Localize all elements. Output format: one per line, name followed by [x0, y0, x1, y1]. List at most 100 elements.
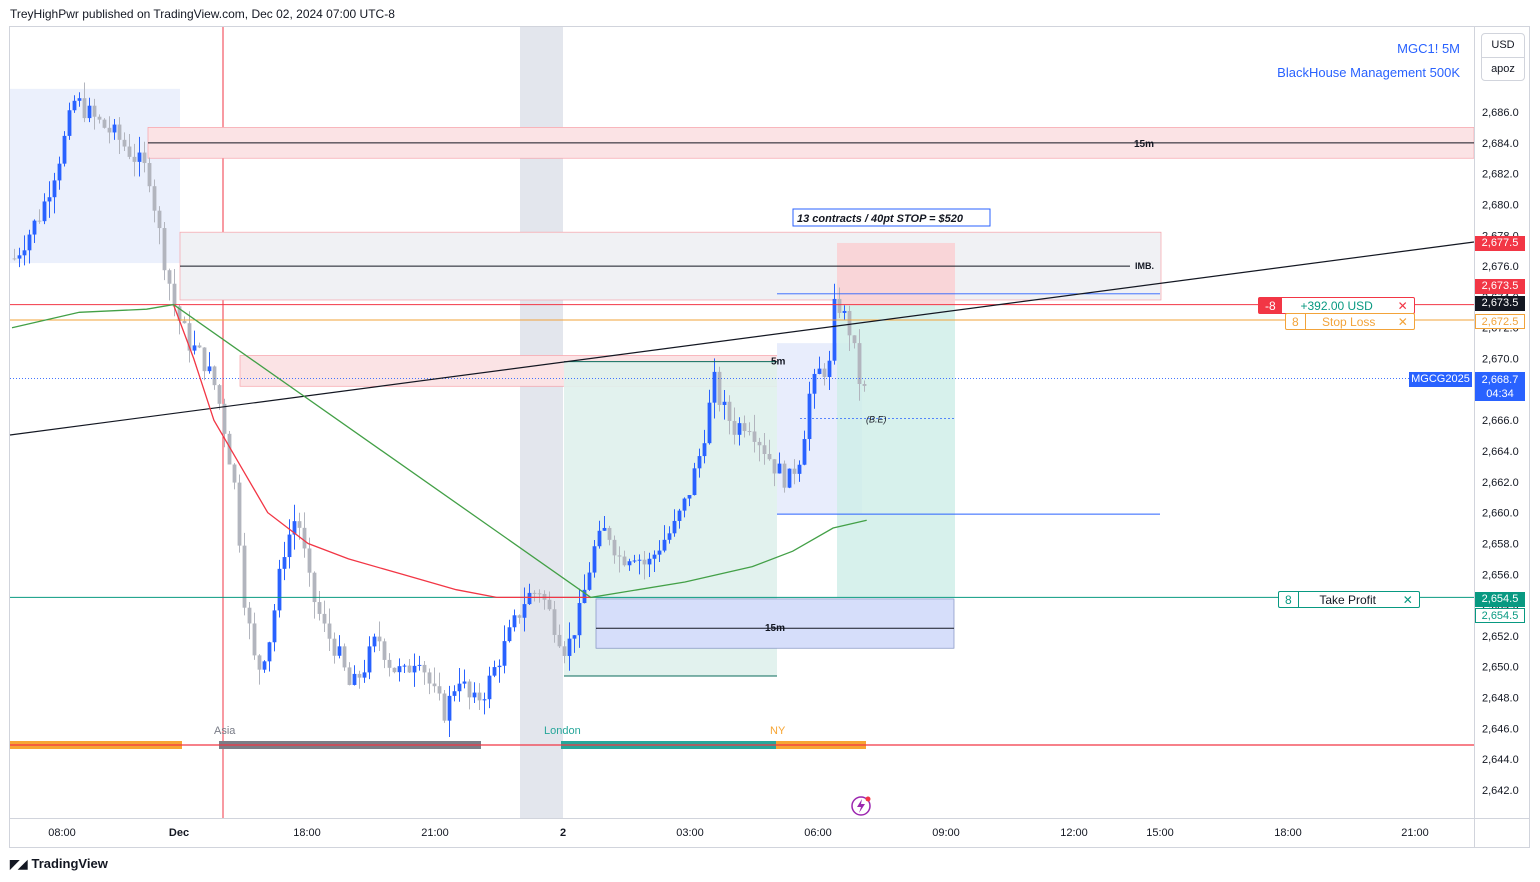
- candle-body: [62, 135, 67, 164]
- candle-body: [452, 691, 457, 696]
- candle-body: [827, 360, 832, 377]
- x-tick-label: 2: [560, 827, 566, 839]
- position-qty: -8: [1259, 298, 1282, 313]
- y-tick-label: 2,660.0: [1482, 508, 1519, 520]
- candle-body: [752, 431, 757, 442]
- currency-box[interactable]: USD apoz: [1481, 33, 1525, 81]
- candle-body: [717, 371, 722, 405]
- candle-body: [362, 672, 367, 678]
- candle-body: [492, 667, 497, 676]
- tradingview-logo[interactable]: ◤◢ TradingView: [10, 856, 108, 871]
- candle-body: [747, 431, 752, 433]
- candle-body: [807, 393, 812, 440]
- symbol-legend: MGC1! 5M: [1397, 41, 1460, 56]
- lightning-icon: [851, 796, 871, 816]
- x-tick-label: 21:00: [421, 827, 449, 839]
- candle-body: [427, 672, 432, 684]
- take-profit-label: Take Profit: [1319, 592, 1377, 607]
- session-label-london: London: [544, 725, 581, 737]
- candle-body: [277, 568, 282, 611]
- candle-body: [812, 373, 817, 394]
- candle-body: [522, 604, 527, 618]
- be-label: (B.E): [866, 415, 887, 425]
- currency-label[interactable]: USD: [1491, 39, 1515, 51]
- candle-body: [782, 463, 787, 488]
- candle-body: [567, 638, 572, 656]
- candle-body: [312, 572, 317, 603]
- candle-body: [602, 527, 607, 531]
- candle-body: [637, 559, 642, 561]
- close-icon[interactable]: ✕: [1397, 298, 1408, 313]
- candle-body: [797, 464, 802, 474]
- y-tick-label: 2,680.0: [1482, 199, 1519, 211]
- candle-body: [382, 641, 387, 660]
- session-label-ny: NY: [770, 725, 786, 737]
- candle-body: [817, 368, 822, 374]
- candle-body: [107, 127, 112, 133]
- publish-header: TreyHighPwr published on TradingView.com…: [10, 7, 395, 21]
- candle-body: [862, 384, 867, 386]
- candle-body: [157, 210, 162, 229]
- candle-body: [117, 124, 122, 140]
- lightning-icon-dot: [865, 796, 871, 802]
- candle-body: [387, 659, 392, 668]
- candle-body: [342, 646, 347, 668]
- stop-loss-pill[interactable]: 8 Stop Loss ✕: [1285, 313, 1415, 330]
- demand-zone-15m: [595, 598, 955, 649]
- candle-body: [297, 521, 302, 528]
- label-15m-top: 15m: [1134, 139, 1154, 150]
- candle-body: [687, 495, 692, 499]
- x-tick-label: 15:00: [1146, 827, 1174, 839]
- candle-body: [122, 139, 127, 147]
- y-tick-label: 2,650.0: [1482, 662, 1519, 674]
- candle-body: [172, 283, 177, 307]
- candle-body: [762, 445, 767, 455]
- candle-body: [72, 100, 77, 111]
- candle-body: [697, 456, 702, 469]
- close-icon[interactable]: ✕: [1402, 592, 1413, 607]
- candle-body: [552, 609, 557, 635]
- candle-body: [217, 385, 222, 404]
- candle-body: [22, 250, 27, 256]
- candle-body: [337, 646, 342, 656]
- candle-body: [722, 401, 727, 405]
- candle-body: [787, 468, 792, 488]
- candle-body: [182, 320, 187, 324]
- position-pill[interactable]: -8 +392.00 USD ✕: [1258, 297, 1415, 314]
- candle-body: [32, 220, 37, 235]
- x-tick-label: 18:00: [1274, 827, 1302, 839]
- candle-body: [582, 589, 587, 604]
- candle-body: [402, 665, 407, 667]
- candle-body: [422, 664, 427, 673]
- candle-body: [682, 498, 687, 511]
- candle-body: [162, 228, 167, 271]
- scale-mode-label[interactable]: apoz: [1491, 63, 1515, 75]
- candle-body: [417, 664, 422, 666]
- candle-body: [97, 116, 102, 120]
- candle-body: [372, 636, 377, 647]
- candle-body: [187, 323, 192, 351]
- take-profit-pill[interactable]: 8 Take Profit ✕: [1278, 591, 1420, 608]
- price-tag-entry: 2,673.5: [1475, 296, 1525, 311]
- y-tick-label: 2,682.0: [1482, 169, 1519, 181]
- candle-body: [467, 681, 472, 698]
- candle-body: [857, 343, 862, 385]
- price-tag-tp-2: 2,654.5: [1475, 608, 1525, 623]
- candle-body: [447, 695, 452, 721]
- bar-countdown: 04:34: [1486, 388, 1514, 400]
- candle-body: [82, 98, 87, 119]
- candle-body: [627, 561, 632, 566]
- candle-body: [537, 593, 542, 595]
- candle-body: [837, 298, 842, 313]
- candle-body: [532, 592, 537, 594]
- candle-body: [292, 521, 297, 535]
- candle-body: [192, 345, 197, 351]
- candle-body: [442, 693, 447, 721]
- candle-body: [587, 572, 592, 590]
- y-tick-label: 2,656.0: [1482, 569, 1519, 581]
- close-icon[interactable]: ✕: [1397, 314, 1408, 329]
- candle-body: [252, 623, 257, 656]
- candle-body: [757, 441, 762, 446]
- candle-body: [197, 345, 202, 348]
